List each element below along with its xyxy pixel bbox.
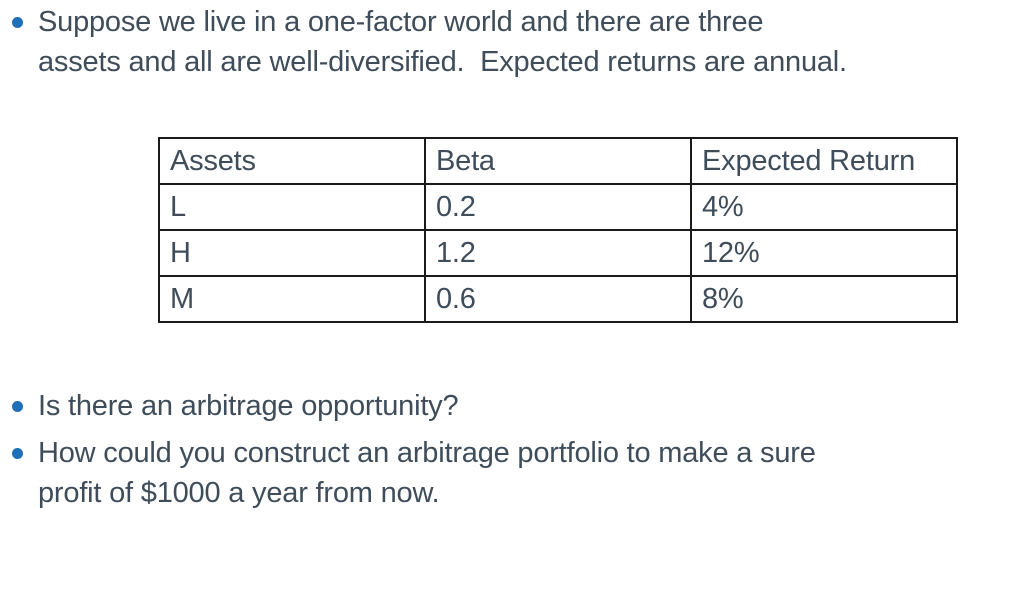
bullet-text: How could you construct an arbitrage por…	[38, 433, 1010, 513]
bullet-text: Suppose we live in a one-factor world an…	[38, 2, 1010, 82]
bullet-text-line: Is there an arbitrage opportunity?	[38, 390, 459, 422]
table-cell: L	[158, 183, 426, 231]
bullet-icon	[12, 401, 23, 412]
bullet-item-portfolio-question: How could you construct an arbitrage por…	[12, 433, 1010, 513]
table-header-expected-return: Expected Return	[690, 137, 958, 185]
table-cell: M	[158, 275, 426, 323]
table-cell: 0.6	[424, 275, 692, 323]
table-cell: 12%	[690, 229, 958, 277]
bullet-text-line: profit of $1000 a year from now.	[38, 477, 440, 509]
assets-table: Assets Beta Expected Return L 0.2 4% H 1…	[158, 137, 958, 323]
bullet-item-setup: Suppose we live in a one-factor world an…	[12, 2, 1010, 82]
bullet-text-line: How could you construct an arbitrage por…	[38, 437, 816, 469]
table-header-beta: Beta	[424, 137, 692, 185]
bullet-item-arbitrage-question: Is there an arbitrage opportunity?	[12, 386, 1010, 426]
bullet-text-line: Suppose we live in a one-factor world an…	[38, 6, 764, 38]
bullet-text-line: assets and all are well-diversified. Exp…	[38, 46, 847, 78]
bullet-icon	[12, 17, 23, 28]
table-header-assets: Assets	[158, 137, 426, 185]
table-cell: H	[158, 229, 426, 277]
table-header-row: Assets Beta Expected Return	[158, 137, 958, 185]
table-row: H 1.2 12%	[158, 229, 958, 277]
table-cell: 0.2	[424, 183, 692, 231]
table-row: L 0.2 4%	[158, 183, 958, 231]
bullet-text: Is there an arbitrage opportunity?	[38, 386, 1010, 426]
table-cell: 8%	[690, 275, 958, 323]
table-cell: 1.2	[424, 229, 692, 277]
table-row: M 0.6 8%	[158, 275, 958, 323]
bullet-icon	[12, 448, 23, 459]
table-cell: 4%	[690, 183, 958, 231]
